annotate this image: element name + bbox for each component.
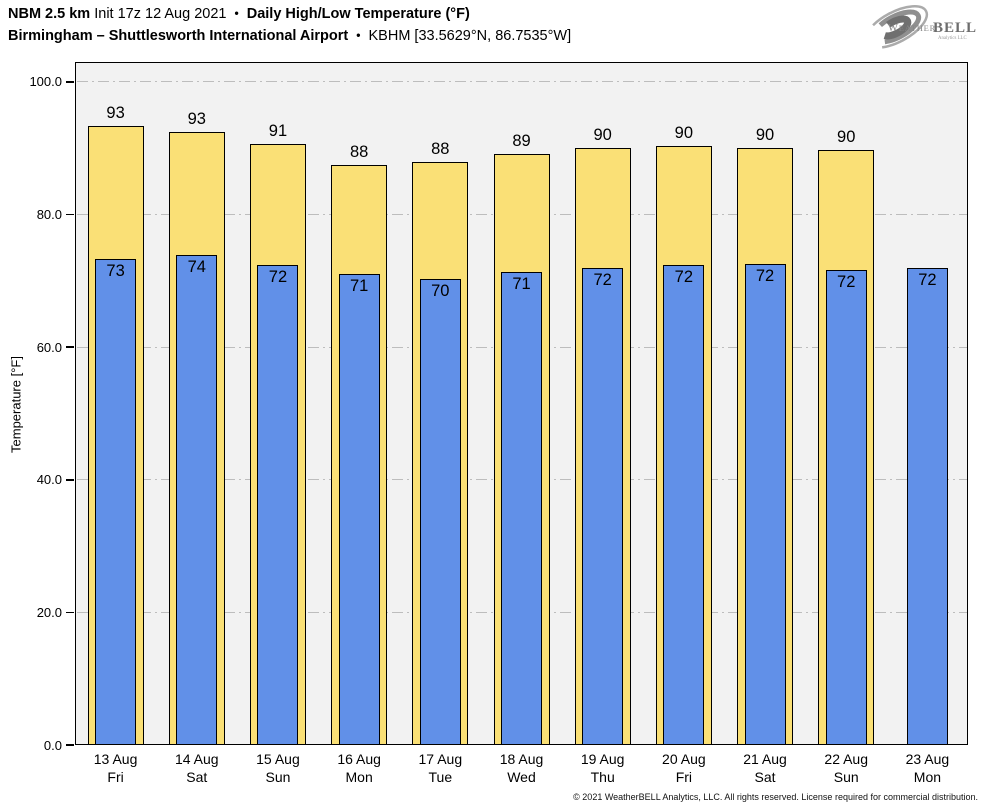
high-value-label: 93 (106, 103, 125, 122)
svg-text:WEATHER: WEATHER (888, 23, 936, 34)
x-tick-date: 19 Aug (580, 751, 625, 767)
x-tick-day: Fri (675, 768, 693, 785)
x-tick-date: 23 Aug (905, 751, 950, 767)
x-tick-label: 20 Aug Fri (642, 751, 726, 786)
y-axis-title: Temperature [°F] (8, 356, 24, 453)
y-tick-label: 20.0 (36, 604, 62, 620)
y-tick-mark (66, 213, 74, 216)
low-value-label: 72 (674, 267, 694, 286)
y-tick-label: 40.0 (36, 472, 62, 488)
x-tick-date: 18 Aug (499, 751, 544, 767)
high-value-label: 90 (593, 125, 612, 144)
x-tick-day: Mon (913, 768, 942, 785)
low-bar (744, 264, 786, 744)
x-tick-date: 21 Aug (743, 751, 787, 767)
y-tick-mark (66, 81, 74, 83)
x-tick-label: 21 Aug Sat (723, 751, 807, 786)
title-separator: • (356, 28, 361, 42)
location-name: Birmingham – Shuttlesworth International… (8, 28, 349, 44)
x-tick-day: Tue (428, 768, 453, 785)
copyright-notice: © 2021 WeatherBELL Analytics, LLC. All r… (573, 792, 978, 802)
x-tick-day: Fri (107, 768, 124, 785)
hurricane-swirl-icon: WEATHER BELL Analytics LLC (863, 5, 977, 49)
x-tick-label: 17 Aug Tue (398, 751, 482, 786)
low-bar (95, 258, 137, 744)
high-value-label: 91 (268, 121, 288, 140)
x-tick-label: 19 Aug Thu (561, 751, 645, 786)
x-tick-label: 13 Aug Fri (74, 751, 158, 786)
x-tick-day: Thu (590, 768, 615, 785)
low-bar (419, 279, 461, 744)
x-tick-label: 16 Aug Mon (317, 751, 401, 786)
x-tick-day: Wed (507, 768, 536, 785)
x-tick-date: 22 Aug (824, 751, 869, 767)
x-tick-day: Sun (265, 768, 291, 785)
y-tick-label: 60.0 (36, 339, 62, 355)
x-tick-day: Sat (754, 768, 776, 785)
x-tick-label: 18 Aug Wed (480, 751, 564, 786)
low-value-label: 71 (349, 276, 369, 295)
low-value-label: 71 (512, 275, 531, 294)
station-id: KBHM [33.5629°N, 86.7535°W] (368, 28, 572, 44)
y-tick-label: 80.0 (36, 207, 62, 222)
high-value-label: 90 (755, 125, 775, 144)
low-value-label: 74 (187, 257, 206, 276)
x-tick-date: 14 Aug (174, 751, 219, 767)
low-value-label: 72 (918, 271, 937, 290)
high-value-label: 90 (837, 127, 856, 146)
x-tick-day: Mon (345, 768, 373, 785)
low-bar (257, 264, 299, 744)
high-value-label: 93 (187, 109, 206, 128)
low-bar (825, 269, 867, 744)
x-tick-date: 13 Aug (93, 751, 138, 767)
low-bar (663, 264, 705, 744)
y-tick-label: 0.0 (43, 737, 62, 753)
model-name: NBM 2.5 km (8, 6, 91, 22)
chart-title-line2: Birmingham – Shuttlesworth International… (8, 28, 571, 44)
product-name: Daily High/Low Temperature (°F) (246, 6, 470, 22)
high-value-label: 89 (512, 132, 531, 151)
x-tick-date: 15 Aug (256, 751, 300, 767)
x-tick-date: 20 Aug (662, 751, 706, 767)
x-tick-day: Sat (186, 768, 208, 785)
low-bar (338, 273, 380, 744)
x-tick-label: 23 Aug Mon (885, 751, 969, 786)
init-time: Init 17z 12 Aug 2021 (94, 6, 227, 22)
x-tick-label: 14 Aug Sat (155, 751, 239, 786)
high-value-label: 88 (349, 142, 369, 161)
low-value-label: 72 (268, 267, 288, 286)
high-value-label: 88 (431, 140, 450, 159)
x-tick-label: 22 Aug Sun (804, 751, 888, 786)
weatherbell-logo: WEATHER BELL Analytics LLC (858, 0, 980, 56)
low-value-label: 73 (106, 261, 125, 280)
y-tick-label: 100.0 (29, 74, 62, 90)
low-bar (906, 268, 948, 744)
high-value-label: 90 (674, 123, 694, 142)
title-separator: • (234, 6, 239, 20)
y-tick-mark (66, 346, 74, 348)
y-tick-mark (66, 479, 74, 481)
low-bar (582, 267, 624, 744)
y-tick-mark (66, 611, 74, 614)
x-tick-day: Sun (833, 768, 859, 785)
x-tick-date: 16 Aug (337, 751, 381, 767)
low-value-label: 72 (755, 267, 775, 286)
low-value-label: 70 (431, 282, 450, 301)
low-value-label: 72 (593, 270, 612, 289)
gridline (76, 81, 967, 83)
low-bar (501, 272, 542, 744)
x-tick-date: 17 Aug (418, 751, 463, 767)
x-tick-label: 15 Aug Sun (236, 751, 320, 786)
svg-text:Analytics LLC: Analytics LLC (938, 36, 967, 41)
low-bar (176, 254, 218, 744)
y-tick-mark (66, 744, 74, 746)
low-value-label: 72 (837, 272, 856, 291)
svg-text:BELL: BELL (933, 20, 977, 36)
chart-title-line1: NBM 2.5 km Init 17z 12 Aug 2021 • Daily … (8, 6, 470, 22)
